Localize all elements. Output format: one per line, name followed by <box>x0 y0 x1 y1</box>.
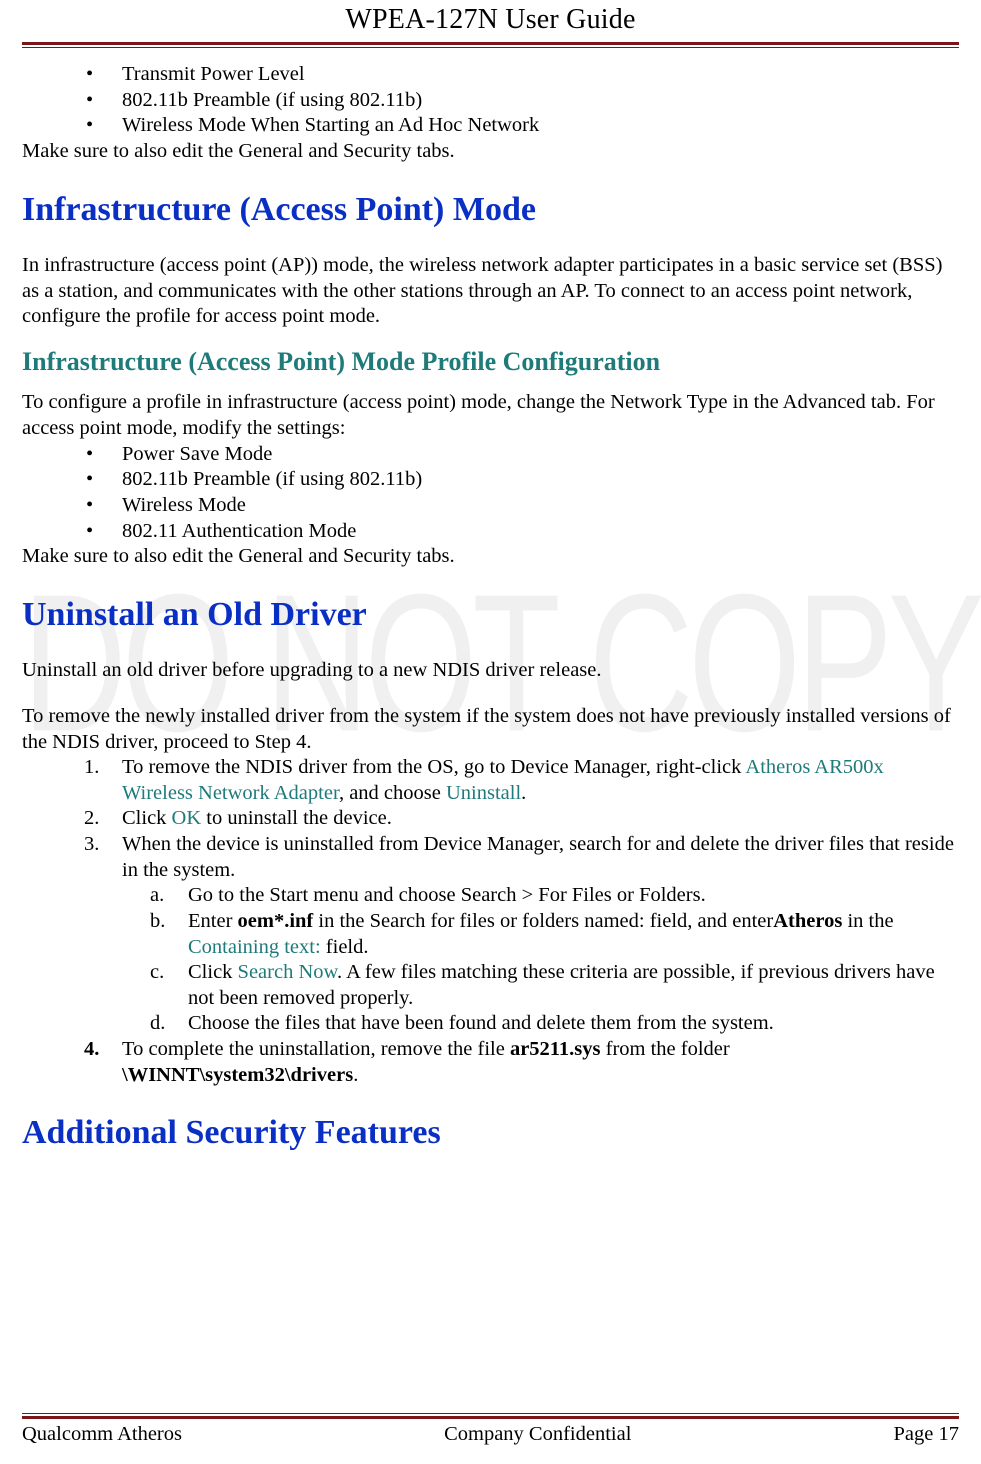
step-text: field. <box>321 936 369 958</box>
step-text: Click <box>188 961 238 983</box>
step-text: in the <box>842 910 893 932</box>
step-text: in the Search for files or folders named… <box>313 910 773 932</box>
list-item: Choose the files that have been found an… <box>188 1011 959 1037</box>
step-text: When the device is uninstalled from Devi… <box>122 833 954 881</box>
inline-bold: Atheros <box>773 910 842 932</box>
step-text: . <box>353 1064 358 1086</box>
step-text: Enter <box>188 910 238 932</box>
list-item: Wireless Mode <box>104 493 959 519</box>
list-item: When the device is uninstalled from Devi… <box>122 832 959 1037</box>
footer-center: Company Confidential <box>444 1423 631 1446</box>
step-text: , and choose <box>339 782 446 804</box>
header-rule <box>22 42 959 48</box>
uninstall-substeps: Go to the Start menu and choose Search >… <box>122 883 959 1037</box>
list-item: Transmit Power Level <box>104 62 959 88</box>
body-text: Make sure to also edit the General and S… <box>22 544 959 570</box>
list-item: Click Search Now. A few files matching t… <box>188 960 959 1011</box>
inline-keyword: OK <box>172 807 202 829</box>
step-text: . <box>521 782 526 804</box>
body-text: Uninstall an old driver before upgrading… <box>22 658 959 684</box>
body-text: In infrastructure (access point (AP)) mo… <box>22 253 959 330</box>
infra-bullet-list: Power Save Mode 802.11b Preamble (if usi… <box>22 442 959 545</box>
list-item: 802.11 Authentication Mode <box>104 519 959 545</box>
heading-infrastructure: Infrastructure (Access Point) Mode <box>22 189 959 232</box>
list-item: To remove the NDIS driver from the OS, g… <box>122 755 959 806</box>
body-text: Make sure to also edit the General and S… <box>22 139 959 165</box>
step-text: to uninstall the device. <box>201 807 392 829</box>
body-text: To remove the newly installed driver fro… <box>22 704 959 755</box>
page-footer: Qualcomm Atheros Company Confidential Pa… <box>22 1413 959 1446</box>
list-item: Go to the Start menu and choose Search >… <box>188 883 959 909</box>
list-item: 802.11b Preamble (if using 802.11b) <box>104 467 959 493</box>
heading-security: Additional Security Features <box>22 1112 959 1155</box>
heading-uninstall: Uninstall an Old Driver <box>22 594 959 637</box>
step-text: To complete the uninstallation, remove t… <box>122 1038 510 1060</box>
list-item: Wireless Mode When Starting an Ad Hoc Ne… <box>104 113 959 139</box>
step-text: from the folder <box>601 1038 730 1060</box>
top-bullet-list: Transmit Power Level 802.11b Preamble (i… <box>22 62 959 139</box>
inline-keyword: Search Now <box>238 961 337 983</box>
inline-bold: ar5211.sys <box>510 1038 601 1060</box>
inline-bold: oem*.inf <box>238 910 314 932</box>
footer-right: Page 17 <box>894 1423 959 1446</box>
footer-left: Qualcomm Atheros <box>22 1423 182 1446</box>
list-item: Power Save Mode <box>104 442 959 468</box>
subheading-infra-config: Infrastructure (Access Point) Mode Profi… <box>22 346 959 379</box>
uninstall-steps: To remove the NDIS driver from the OS, g… <box>22 755 959 1088</box>
inline-bold: \WINNT\system32\drivers <box>122 1064 353 1086</box>
list-item: To complete the uninstallation, remove t… <box>122 1037 959 1088</box>
list-item: 802.11b Preamble (if using 802.11b) <box>104 88 959 114</box>
inline-keyword: Containing text: <box>188 936 321 958</box>
page-header-title: WPEA-127N User Guide <box>22 0 959 42</box>
list-item: Click OK to uninstall the device. <box>122 806 959 832</box>
step-text: To remove the NDIS driver from the OS, g… <box>122 756 745 778</box>
list-item: Enter oem*.inf in the Search for files o… <box>188 909 959 960</box>
inline-keyword: Uninstall <box>446 782 521 804</box>
step-text: Click <box>122 807 172 829</box>
body-text: To configure a profile in infrastructure… <box>22 390 959 441</box>
